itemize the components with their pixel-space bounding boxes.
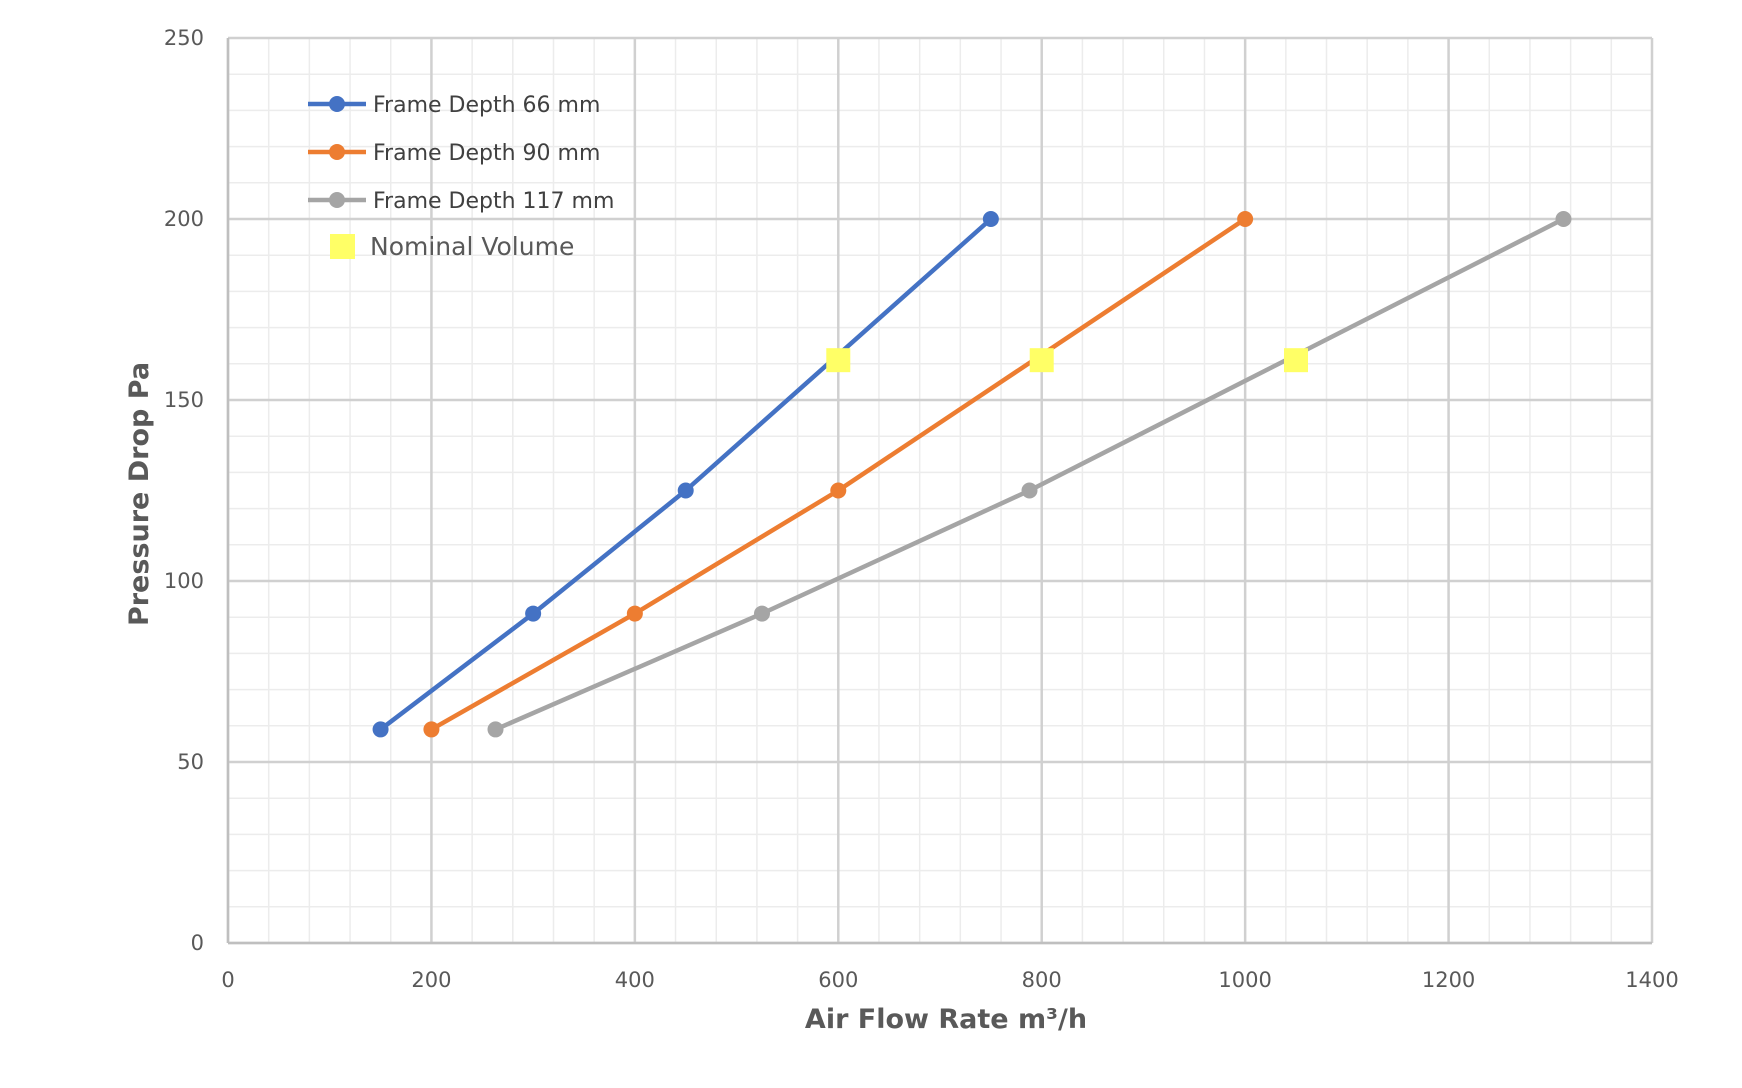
- legend-marker: [329, 192, 345, 208]
- y-tick-label: 150: [164, 388, 204, 412]
- data-point: [830, 482, 847, 499]
- legend-label: Frame Depth 117 mm: [373, 189, 614, 214]
- y-tick-label: 100: [164, 569, 204, 593]
- y-axis-title: Pressure Drop Pa: [124, 362, 155, 626]
- y-tick-label: 250: [164, 26, 204, 50]
- x-tick-label: 1400: [1625, 968, 1678, 992]
- legend-marker: [329, 144, 345, 160]
- data-point: [487, 721, 504, 738]
- x-tick-label: 200: [411, 968, 451, 992]
- x-tick-label: 1000: [1218, 968, 1271, 992]
- data-point: [982, 211, 999, 227]
- x-tick-label: 1200: [1422, 968, 1475, 992]
- nominal-volume-markers: [826, 348, 1308, 373]
- data-point: [1237, 211, 1254, 227]
- legend-label: Frame Depth 66 mm: [373, 93, 600, 118]
- y-tick-label: 50: [177, 750, 204, 774]
- legend-label: Frame Depth 90 mm: [373, 141, 600, 166]
- legend-entry-2: Frame Depth 90 mm: [308, 141, 600, 166]
- legend-marker: [329, 96, 345, 112]
- data-point: [372, 721, 389, 738]
- axes: [226, 38, 1652, 945]
- data-point: [525, 605, 542, 622]
- series-group: [372, 211, 1572, 738]
- x-tick-label: 0: [221, 968, 234, 992]
- y-tick-label: 200: [164, 207, 204, 231]
- data-point: [626, 605, 643, 622]
- data-point: [1555, 211, 1572, 227]
- legend-entry-nominal-volume: Nominal Volume: [330, 232, 574, 261]
- nominal-volume-marker: [826, 348, 851, 373]
- series-3: [487, 211, 1572, 738]
- nominal-volume-marker: [1029, 348, 1054, 373]
- x-axis-title: Air Flow Rate m³/h: [805, 1004, 1087, 1035]
- data-point: [754, 605, 770, 622]
- y-tick-label: 0: [191, 931, 204, 955]
- x-tick-label: 400: [615, 968, 655, 992]
- series-1: [372, 211, 999, 738]
- data-point: [677, 482, 694, 499]
- legend: Frame Depth 66 mm Frame Depth 90 mm Frame …: [308, 93, 614, 261]
- x-tick-label: 800: [1022, 968, 1062, 992]
- nominal-volume-marker: [1284, 348, 1308, 373]
- legend-square-marker: [330, 234, 355, 259]
- grid: [226, 36, 1654, 945]
- legend-label: Nominal Volume: [370, 232, 574, 261]
- tick-labels: 0 200 400 600 800 1000 1200 1400 0 50 100 150 200 250: [164, 26, 1679, 992]
- data-point: [423, 721, 440, 738]
- legend-entry-1: Frame Depth 66 mm: [308, 93, 600, 118]
- x-tick-label: 600: [818, 968, 858, 992]
- legend-entry-3: Frame Depth 117 mm: [308, 189, 614, 214]
- data-point: [1021, 482, 1038, 499]
